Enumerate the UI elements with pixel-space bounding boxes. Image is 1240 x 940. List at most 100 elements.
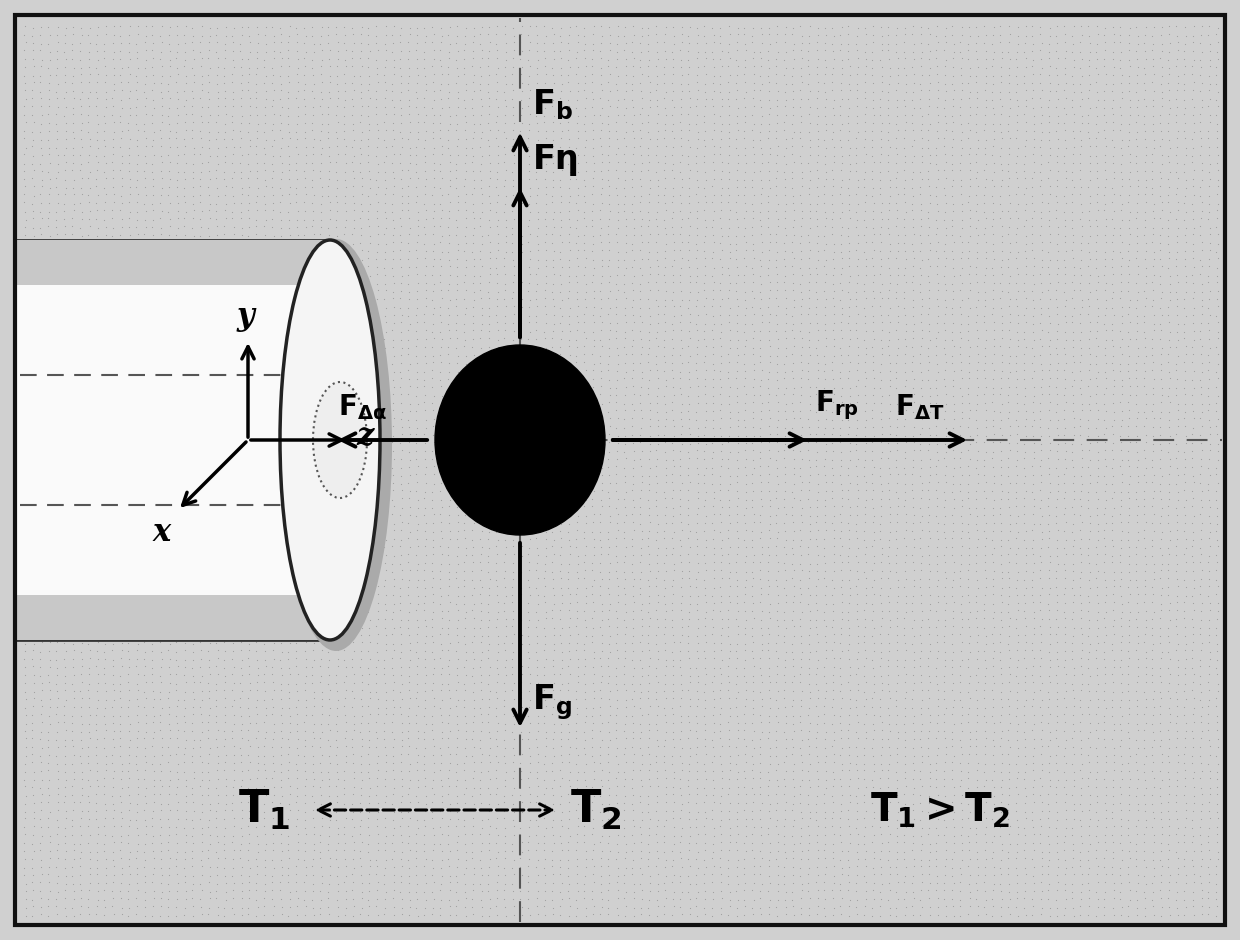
Point: [335, 469, 355, 484]
Point: [432, 860, 451, 875]
Point: [1207, 27, 1226, 42]
Point: [439, 60, 459, 75]
Point: [304, 44, 324, 59]
Point: [184, 498, 203, 513]
Point: [1166, 387, 1185, 402]
Point: [992, 218, 1012, 233]
Point: [415, 133, 435, 148]
Point: [606, 636, 626, 651]
Point: [966, 187, 986, 202]
Point: [665, 794, 684, 809]
Point: [702, 755, 722, 770]
Point: [791, 164, 811, 180]
Point: [781, 699, 801, 714]
Point: [817, 117, 837, 132]
Point: [480, 891, 500, 906]
Point: [153, 436, 172, 451]
Point: [144, 228, 164, 243]
Point: [549, 666, 569, 681]
Point: [166, 851, 186, 866]
Point: [526, 645, 546, 660]
Point: [760, 596, 780, 611]
Point: [591, 461, 611, 476]
Point: [1118, 730, 1138, 745]
Point: [190, 540, 210, 556]
Point: [606, 483, 626, 498]
Point: [317, 890, 337, 905]
Point: [966, 517, 986, 532]
Point: [263, 92, 283, 107]
Point: [144, 492, 164, 507]
Point: [751, 498, 771, 513]
Point: [176, 19, 196, 34]
Point: [559, 234, 579, 249]
Point: [598, 581, 618, 596]
Point: [870, 307, 890, 322]
Point: [143, 619, 162, 634]
Point: [430, 707, 450, 722]
Point: [718, 290, 738, 306]
Point: [631, 725, 651, 740]
Point: [599, 669, 619, 684]
Point: [317, 290, 337, 306]
Point: [647, 68, 667, 83]
Point: [744, 67, 764, 82]
Point: [1200, 157, 1220, 172]
Point: [590, 683, 610, 698]
Point: [1168, 333, 1188, 348]
Point: [934, 101, 954, 116]
Point: [103, 612, 123, 627]
Text: $\mathbf{F_{\Delta\alpha}}$: $\mathbf{F_{\Delta\alpha}}$: [339, 392, 387, 422]
Point: [384, 843, 404, 858]
Point: [157, 546, 177, 561]
Point: [22, 460, 42, 475]
Point: [295, 124, 315, 139]
Point: [1111, 258, 1131, 274]
Point: [1030, 699, 1050, 714]
Point: [982, 834, 1002, 849]
Point: [263, 164, 283, 179]
Point: [319, 771, 339, 786]
Point: [599, 218, 619, 233]
Point: [887, 844, 906, 859]
Point: [151, 532, 171, 547]
Point: [280, 628, 300, 643]
Point: [110, 723, 130, 738]
Point: [511, 498, 531, 513]
Point: [94, 778, 114, 793]
Point: [463, 364, 482, 379]
Point: [942, 163, 962, 178]
Point: [384, 597, 404, 612]
Point: [520, 315, 539, 330]
Point: [872, 619, 892, 634]
Point: [751, 59, 771, 74]
Point: [278, 117, 298, 132]
Point: [1200, 307, 1220, 322]
Point: [1127, 508, 1147, 523]
Point: [630, 652, 650, 667]
Point: [888, 211, 908, 226]
Text: $\mathbf{F_g}$: $\mathbf{F_g}$: [532, 682, 572, 722]
Point: [72, 741, 92, 756]
Point: [976, 117, 996, 132]
Point: [503, 468, 523, 483]
Point: [317, 309, 337, 324]
Point: [982, 196, 1002, 211]
Point: [286, 364, 306, 379]
Point: [957, 714, 977, 729]
Point: [1007, 260, 1027, 275]
Point: [368, 762, 388, 777]
Point: [1064, 746, 1084, 761]
Point: [232, 611, 252, 626]
Point: [791, 228, 811, 243]
Point: [319, 419, 339, 434]
Point: [95, 413, 115, 428]
Point: [583, 179, 603, 194]
Point: [342, 796, 362, 811]
Point: [264, 651, 284, 666]
Point: [888, 490, 908, 505]
Point: [838, 419, 858, 434]
Point: [119, 210, 139, 225]
Point: [577, 515, 596, 530]
Point: [352, 548, 372, 563]
